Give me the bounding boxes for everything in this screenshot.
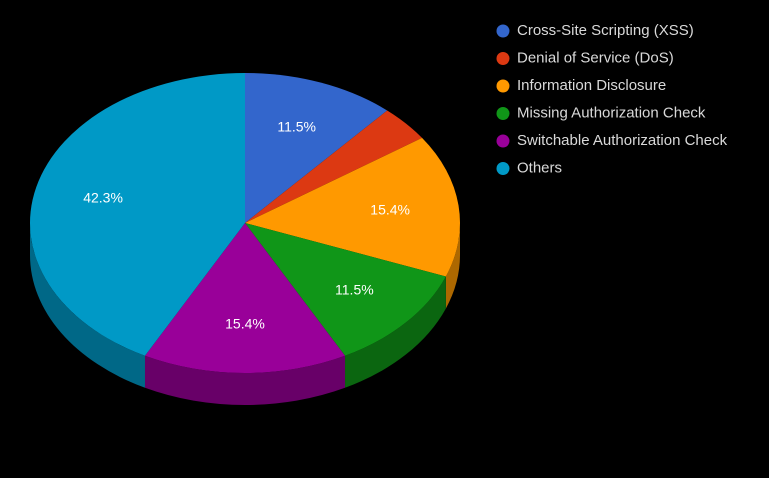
slice-side [445,223,460,309]
slice [29,73,245,356]
slice [245,73,388,223]
data-label: 15.4% [370,202,410,218]
legend-swatch [496,162,510,175]
slice [245,137,461,277]
legend-label: Denial of Service (DoS) [517,49,674,66]
data-label: 15.4% [225,316,265,332]
legend-swatch [496,52,510,65]
legend-swatch [496,79,510,93]
legend-swatch [496,24,510,38]
data-label: 11.5% [335,281,374,297]
slice [245,110,423,223]
slice-side [144,355,346,405]
data-label: 11.5% [277,118,316,134]
legend-swatch [496,134,510,148]
slice [245,223,446,356]
legend-label: Cross-Site Scripting (XSS) [517,22,694,39]
slice [144,223,346,373]
legend-label: Information Disclosure [517,77,666,94]
legend-swatch [496,107,510,120]
legend-label: Missing Authorization Check [517,104,706,121]
slice-side [345,276,446,388]
legend-label: Switchable Authorization Check [517,132,728,149]
data-label: 42.3% [83,189,123,205]
legend-label: Others [517,159,562,176]
slice-side [30,223,145,388]
